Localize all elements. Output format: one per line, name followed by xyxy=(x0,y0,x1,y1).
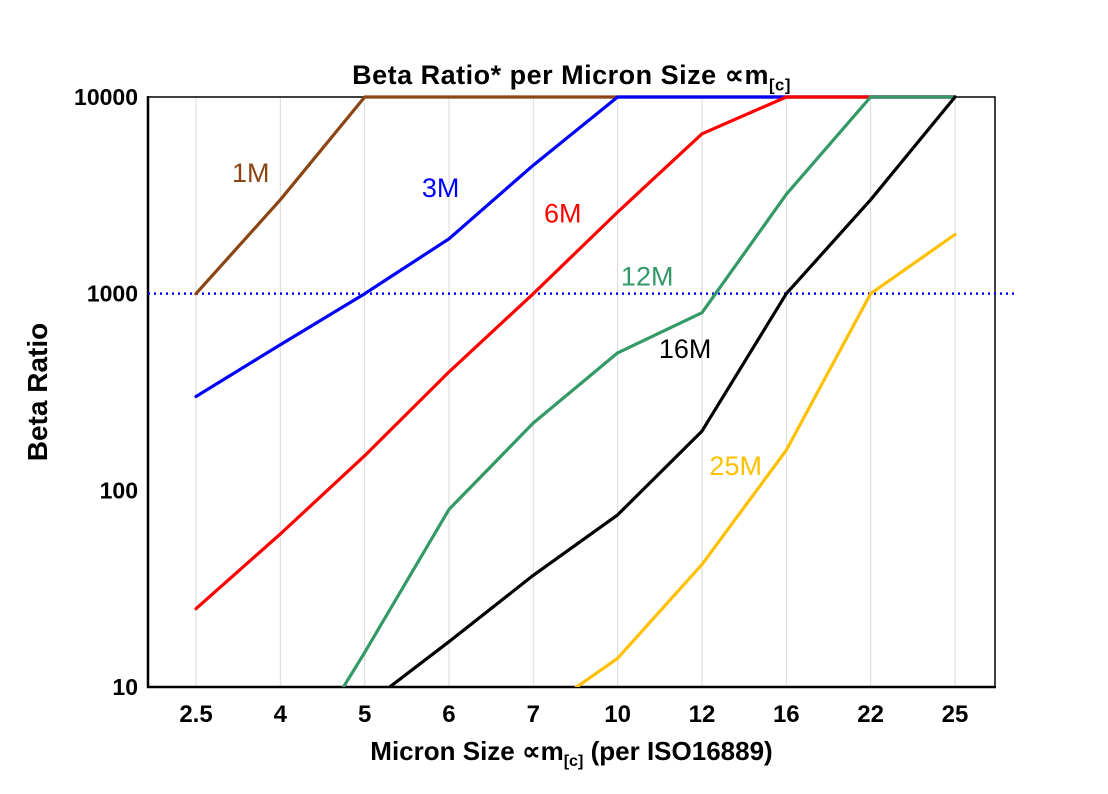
x-axis-title-subscript: [c] xyxy=(563,752,584,771)
series-line-1M xyxy=(194,95,957,296)
x-tick-label-10: 10 xyxy=(604,701,631,728)
y-tick-label-10000: 10000 xyxy=(74,84,138,110)
x-tick-label-4: 4 xyxy=(274,701,288,728)
chart-title-subscript: [c] xyxy=(768,75,791,95)
y-axis-title: Beta Ratio xyxy=(22,322,53,462)
y-tick-label-100: 100 xyxy=(100,477,138,503)
x-tick-label-2.5: 2.5 xyxy=(179,701,212,728)
x-tick-label-12: 12 xyxy=(689,701,716,728)
x-tick-label-7: 7 xyxy=(527,701,540,728)
series-line-12M xyxy=(341,95,957,687)
series-label-1M: 1M xyxy=(232,158,270,188)
chart-title: Beta Ratio* per Micron Size ∝m[c] xyxy=(148,60,995,95)
series-label-25M: 25M xyxy=(709,451,762,481)
series-label-3M: 3M xyxy=(422,173,460,203)
chart-title-text: Beta Ratio* per Micron Size ∝m xyxy=(352,60,769,90)
x-axis-title: Micron Size ∝m[c] (per ISO16889) xyxy=(148,736,995,771)
y-tick-label-10: 10 xyxy=(112,674,138,700)
series-line-25M xyxy=(573,232,957,687)
x-tick-label-16: 16 xyxy=(773,701,800,728)
x-axis-title-pre: Micron Size ∝m xyxy=(370,736,564,766)
series-group xyxy=(194,95,957,687)
series-label-16M: 16M xyxy=(659,334,712,364)
y-tick-label-1000: 1000 xyxy=(87,281,138,307)
series-line-16M xyxy=(387,95,957,687)
series-label-6M: 6M xyxy=(544,199,582,229)
x-tick-label-5: 5 xyxy=(358,701,371,728)
series-label-12M: 12M xyxy=(621,262,674,292)
x-tick-label-25: 25 xyxy=(942,701,969,728)
x-tick-label-22: 22 xyxy=(857,701,884,728)
series-line-6M xyxy=(194,95,957,611)
x-tick-label-6: 6 xyxy=(442,701,455,728)
x-axis-title-post: (per ISO16889) xyxy=(583,736,773,766)
